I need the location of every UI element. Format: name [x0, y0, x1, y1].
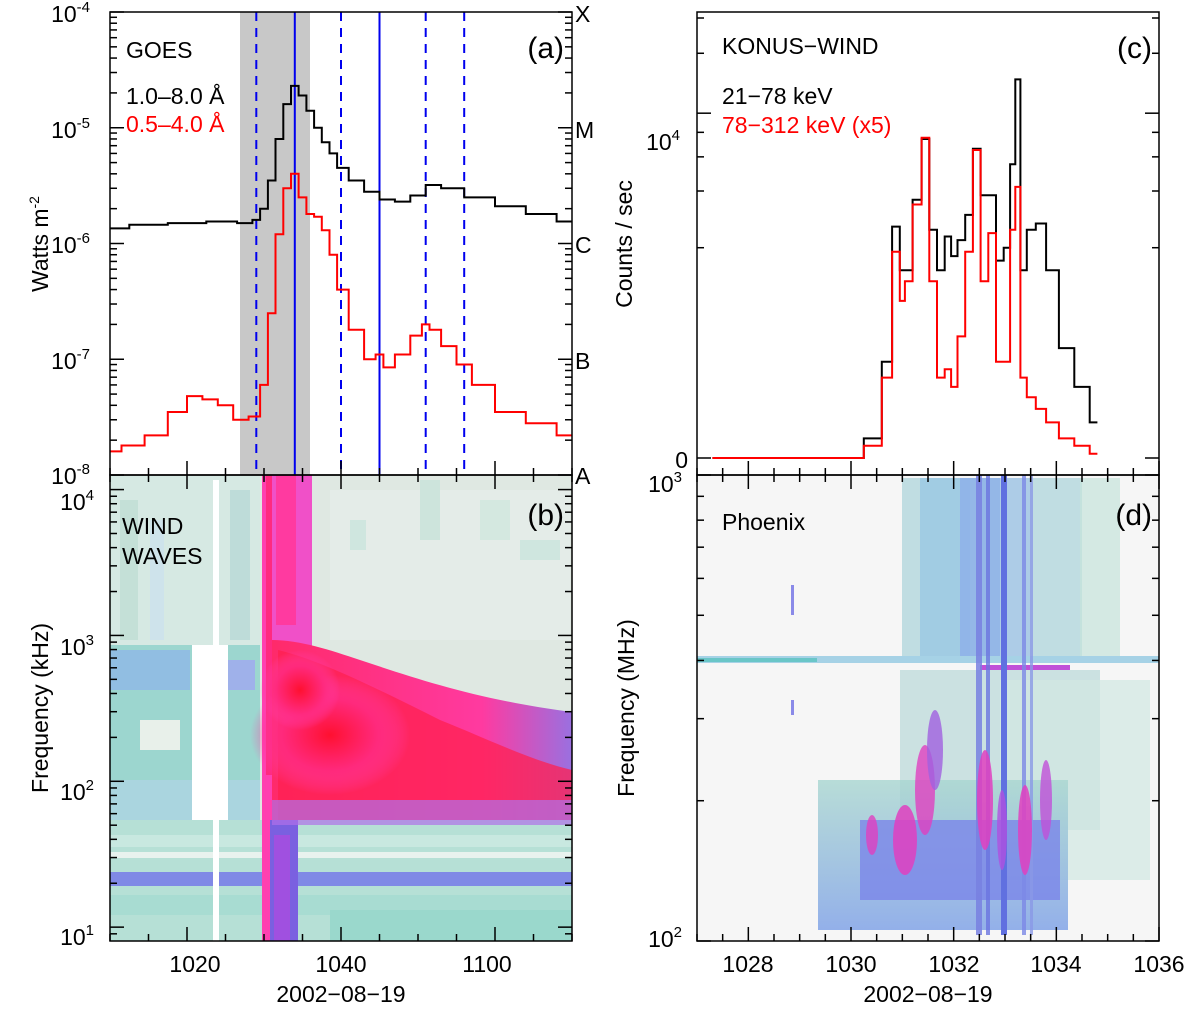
panel-a-ytick-1e-5: 10-5 [51, 115, 90, 143]
panel-b-spectrogram [110, 475, 572, 941]
panel-b-data-gap [192, 645, 228, 820]
panel-c-channel-black: 21−78 keV [722, 83, 833, 109]
panel-b-noise-stripes [110, 475, 572, 941]
panel-d-title: Phoenix [722, 509, 806, 535]
panel-d-bursts [866, 710, 1052, 875]
class-a-label: A [575, 463, 591, 489]
panel-a-ylabel: Watts m-2 [26, 196, 53, 292]
panel-b-xtick-1020: 1020 [169, 951, 220, 977]
panel-c-tag: (c) [1117, 32, 1152, 65]
panel-b-xtick-1100: 1100 [462, 951, 511, 977]
goes-long-channel-curve [110, 84, 572, 230]
panel-b-ytick-1e1: 101 [60, 922, 94, 950]
panel-d-spectrogram [697, 475, 1159, 941]
panel-d-xtick-1030: 1030 [825, 951, 876, 977]
panel-d-xlabel: 2002−08−19 [863, 981, 992, 1007]
panel-c-ylabel: Counts / sec [611, 180, 637, 308]
panel-b-ytick-labels: 104 103 102 101 [60, 487, 94, 950]
panel-b-title-line2: WAVES [122, 543, 203, 569]
class-c-label: C [575, 232, 592, 258]
panel-b-ticks [109, 475, 573, 941]
panel-a-ytick-1e-7: 10-7 [51, 346, 90, 374]
panel-d-vertical-streaks [791, 475, 1033, 935]
konus-high-channel-curve [712, 136, 1098, 459]
class-x-label: X [575, 1, 590, 27]
panel-d-xtick-1028: 1028 [722, 951, 773, 977]
panel-a-tag: (a) [527, 32, 564, 65]
panel-b-hot-spot-2 [260, 650, 340, 730]
panel-a-ytick-1e-8: 10-8 [51, 461, 90, 489]
panel-b-ytick-1e2: 102 [60, 777, 94, 805]
panel-d-tag: (d) [1115, 499, 1152, 532]
panel-a-ytick-1e-6: 10-6 [51, 230, 90, 258]
panel-a-ytick-1e-4: 10-4 [51, 0, 90, 27]
panel-d-xtick-1036: 1036 [1133, 951, 1184, 977]
panel-d-ylabel: Frequency (MHz) [613, 619, 639, 797]
panel-c-instrument: KONUS−WIND [722, 33, 879, 59]
panel-c-channel-red: 78−312 keV (x5) [722, 112, 891, 138]
panel-b-title-line1: WIND [122, 513, 183, 539]
class-m-label: M [575, 117, 594, 143]
panel-a-instrument: GOES [126, 37, 192, 63]
panel-d-ytick-1e3: 103 [648, 469, 682, 497]
panel-d-ytick-1e2: 102 [648, 924, 682, 952]
panel-a [109, 11, 573, 476]
panel-a-channel-red: 0.5–4.0 Å [126, 110, 225, 137]
panel-b-xtick-1040: 1040 [315, 951, 366, 977]
panel-b-ylabel: Frequency (kHz) [27, 623, 53, 793]
class-b-label: B [575, 348, 590, 374]
goes-short-channel-curve [110, 172, 572, 453]
panel-b-data-gap-thin [213, 820, 219, 941]
panel-b-lower-band [272, 800, 572, 825]
konus-low-channel-curve [712, 78, 1098, 459]
panel-b-tag: (b) [527, 499, 564, 532]
panel-a-time-markers [255, 12, 466, 475]
panel-b-ytick-1e3: 103 [60, 632, 94, 660]
panel-d-xtick-1032: 1032 [928, 951, 979, 977]
panel-a-class-labels: X M C B A [575, 1, 594, 489]
panel-c-ticks [696, 17, 1160, 475]
panel-b-data-gap-top [213, 480, 219, 645]
panel-c-ytick-1e4: 104 [646, 127, 680, 155]
panel-a-ytick-labels: 10-4 10-5 10-6 10-7 10-8 [51, 0, 90, 489]
panel-b-xlabel: 2002−08−19 [276, 981, 405, 1007]
panel-b-ytick-1e4: 104 [60, 487, 94, 515]
panel-c [696, 11, 1160, 476]
panel-c-ytick-0: 0 [675, 447, 688, 473]
panel-d-xtick-1034: 1034 [1030, 951, 1081, 977]
panel-a-channel-black: 1.0–8.0 Å [126, 82, 225, 109]
